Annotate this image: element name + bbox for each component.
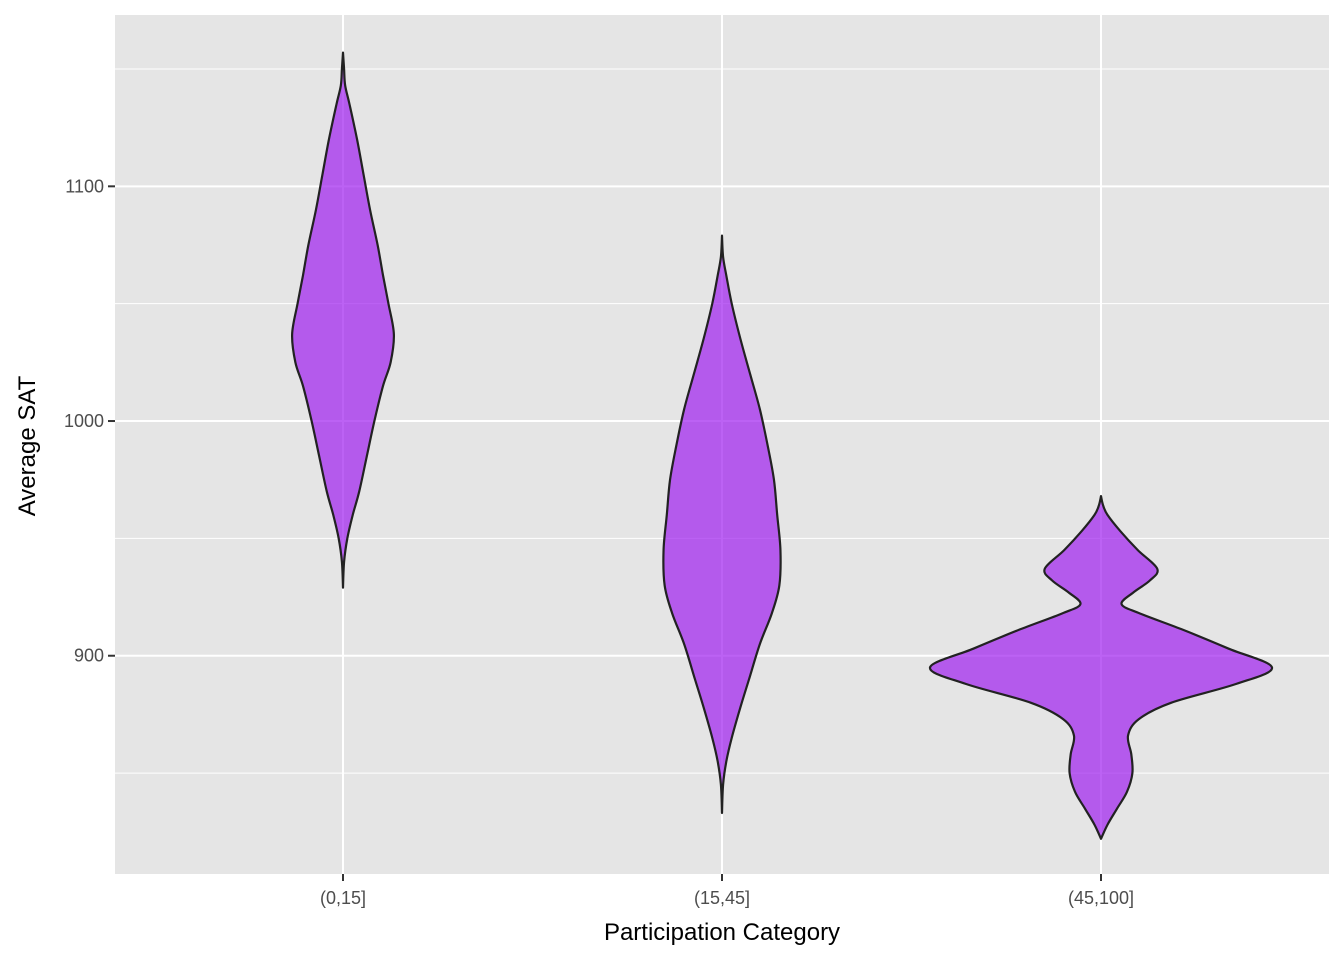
violin-2 [662,234,782,815]
violin-3 [928,495,1274,840]
x-tick-label: (15,45] [694,888,750,908]
x-tick-label: (0,15] [320,888,366,908]
x-tick-label: (45,100] [1068,888,1134,908]
x-axis: (0,15] (15,45] (45,100] [320,874,1134,908]
y-axis: 900 1000 1100 [64,176,115,666]
x-axis-title: Participation Category [604,919,840,946]
y-axis-title: Average SAT [14,375,41,516]
y-tick-label: 1100 [65,176,104,196]
y-tick-label: 1000 [64,411,104,431]
violins [290,51,1274,840]
violin-1 [290,51,396,589]
y-tick-label: 900 [74,646,104,666]
